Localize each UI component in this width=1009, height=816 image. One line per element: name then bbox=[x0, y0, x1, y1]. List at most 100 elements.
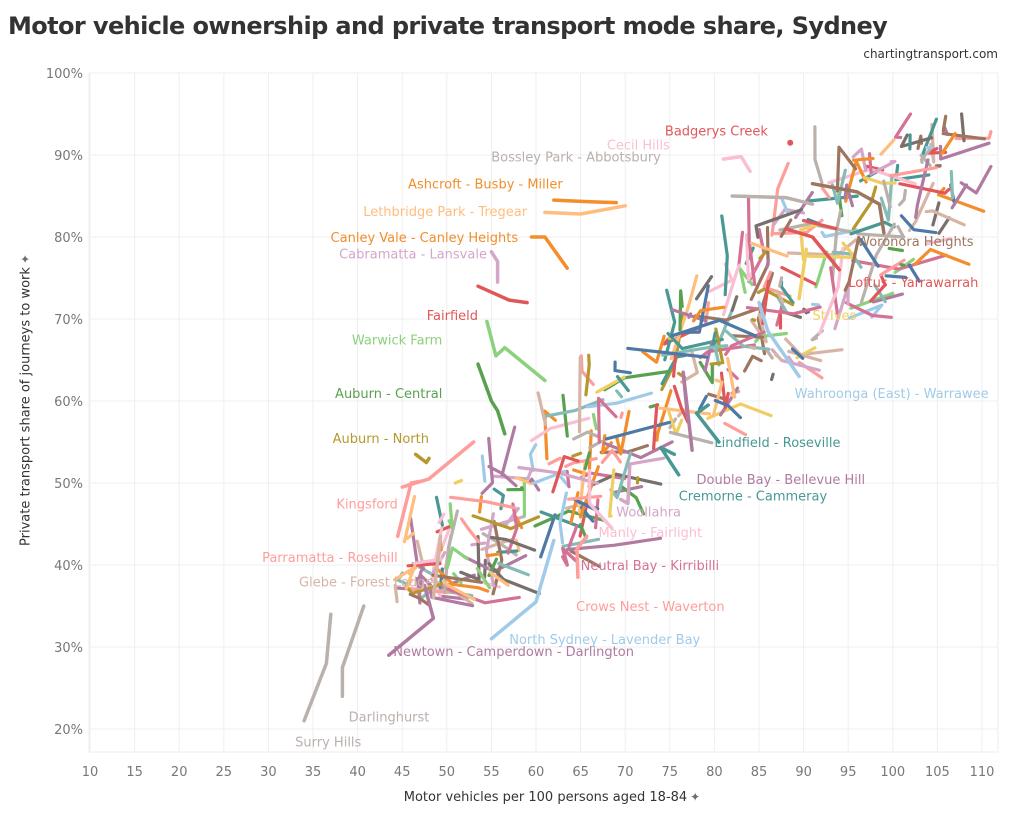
area-path[interactable] bbox=[583, 451, 592, 471]
area-path[interactable] bbox=[506, 502, 519, 555]
area-path[interactable] bbox=[873, 283, 887, 304]
area-path[interactable] bbox=[762, 270, 792, 298]
area-path[interactable] bbox=[663, 288, 677, 362]
pin-icon[interactable]: ✦ bbox=[690, 790, 701, 804]
area-path[interactable] bbox=[547, 456, 562, 466]
area-path[interactable] bbox=[730, 295, 739, 312]
area-path[interactable] bbox=[655, 389, 673, 442]
area-path[interactable] bbox=[615, 409, 631, 456]
area-path[interactable] bbox=[723, 421, 748, 437]
area-path[interactable] bbox=[528, 443, 538, 473]
area-path[interactable] bbox=[471, 514, 541, 531]
area-path[interactable] bbox=[941, 114, 948, 133]
area-path[interactable] bbox=[437, 512, 446, 525]
area-path[interactable] bbox=[449, 582, 490, 593]
area-path[interactable] bbox=[627, 456, 666, 466]
area-path[interactable] bbox=[561, 393, 569, 438]
area-path[interactable] bbox=[551, 455, 580, 494]
area-path[interactable] bbox=[898, 182, 951, 195]
area-path[interactable] bbox=[801, 219, 838, 231]
area-path[interactable] bbox=[835, 145, 858, 193]
area-path[interactable] bbox=[435, 524, 453, 534]
area-path[interactable] bbox=[475, 566, 492, 590]
area-path[interactable] bbox=[893, 112, 913, 140]
area-path[interactable] bbox=[528, 477, 541, 492]
area-path[interactable] bbox=[618, 464, 632, 506]
area-path[interactable] bbox=[940, 132, 957, 156]
area-path[interactable] bbox=[419, 573, 432, 588]
area-path[interactable] bbox=[888, 166, 938, 178]
area-path[interactable] bbox=[476, 284, 529, 305]
area-path[interactable] bbox=[672, 384, 690, 424]
area-path[interactable] bbox=[737, 230, 745, 269]
area-path[interactable] bbox=[726, 356, 737, 399]
area-path[interactable] bbox=[340, 604, 366, 698]
area-path[interactable] bbox=[778, 276, 784, 288]
area-path[interactable] bbox=[790, 347, 805, 360]
area-path[interactable] bbox=[567, 524, 579, 549]
area-path[interactable] bbox=[577, 355, 582, 434]
area-path[interactable] bbox=[533, 509, 607, 528]
area-path[interactable] bbox=[565, 536, 663, 552]
area-path[interactable] bbox=[395, 479, 422, 539]
area-path[interactable] bbox=[769, 372, 775, 382]
area-path[interactable] bbox=[820, 186, 831, 200]
area-path[interactable] bbox=[934, 164, 942, 168]
area-path[interactable] bbox=[810, 302, 821, 307]
area-path[interactable] bbox=[491, 519, 504, 596]
area-path[interactable] bbox=[497, 561, 530, 577]
area-path[interactable] bbox=[750, 317, 757, 322]
area-path[interactable] bbox=[780, 266, 817, 286]
area-path[interactable] bbox=[746, 196, 757, 287]
area-path[interactable] bbox=[871, 292, 905, 304]
area-path[interactable] bbox=[938, 141, 991, 161]
area-path[interactable] bbox=[459, 534, 481, 582]
area-path[interactable] bbox=[529, 416, 591, 443]
area-path[interactable] bbox=[773, 352, 784, 362]
area-path[interactable] bbox=[869, 274, 887, 303]
area-path[interactable] bbox=[514, 476, 533, 486]
area-path[interactable] bbox=[681, 370, 694, 452]
area-path[interactable] bbox=[536, 391, 548, 427]
area-path[interactable] bbox=[858, 237, 880, 268]
area-path[interactable] bbox=[847, 303, 884, 320]
area-path[interactable] bbox=[413, 452, 431, 465]
area-path[interactable] bbox=[899, 214, 938, 235]
area-path[interactable] bbox=[707, 392, 725, 400]
area-path[interactable] bbox=[867, 152, 873, 174]
area-path[interactable] bbox=[879, 173, 894, 222]
area-path[interactable] bbox=[681, 284, 710, 334]
area-path[interactable] bbox=[694, 275, 714, 301]
area-path[interactable] bbox=[542, 409, 557, 461]
area-path[interactable] bbox=[506, 486, 525, 492]
area-path[interactable] bbox=[925, 237, 953, 246]
area-path[interactable] bbox=[859, 222, 897, 304]
area-path[interactable] bbox=[851, 147, 868, 173]
area-path[interactable] bbox=[607, 468, 616, 518]
area-path[interactable] bbox=[894, 163, 931, 182]
area-path[interactable] bbox=[706, 402, 773, 420]
area-path[interactable] bbox=[797, 247, 809, 301]
area-path[interactable] bbox=[449, 495, 517, 510]
area-path[interactable] bbox=[693, 306, 761, 322]
area-path[interactable] bbox=[829, 266, 840, 315]
area-path[interactable] bbox=[659, 445, 681, 477]
area-path[interactable] bbox=[500, 425, 517, 477]
area-path[interactable] bbox=[558, 491, 569, 545]
area-point[interactable] bbox=[787, 139, 794, 146]
area-path[interactable] bbox=[543, 398, 605, 418]
area-path[interactable] bbox=[619, 411, 624, 420]
area-path[interactable] bbox=[897, 188, 908, 207]
area-path[interactable] bbox=[503, 506, 520, 528]
area-path[interactable] bbox=[587, 468, 614, 530]
area-path[interactable] bbox=[460, 517, 481, 544]
area-path[interactable] bbox=[879, 138, 896, 156]
area-path[interactable] bbox=[879, 258, 906, 277]
area-path[interactable] bbox=[856, 225, 906, 239]
area-path[interactable] bbox=[720, 214, 729, 297]
area-path[interactable] bbox=[709, 327, 725, 366]
area-path[interactable] bbox=[937, 216, 951, 235]
area-path[interactable] bbox=[787, 349, 823, 363]
area-path[interactable] bbox=[591, 412, 598, 431]
area-path[interactable] bbox=[862, 175, 897, 185]
